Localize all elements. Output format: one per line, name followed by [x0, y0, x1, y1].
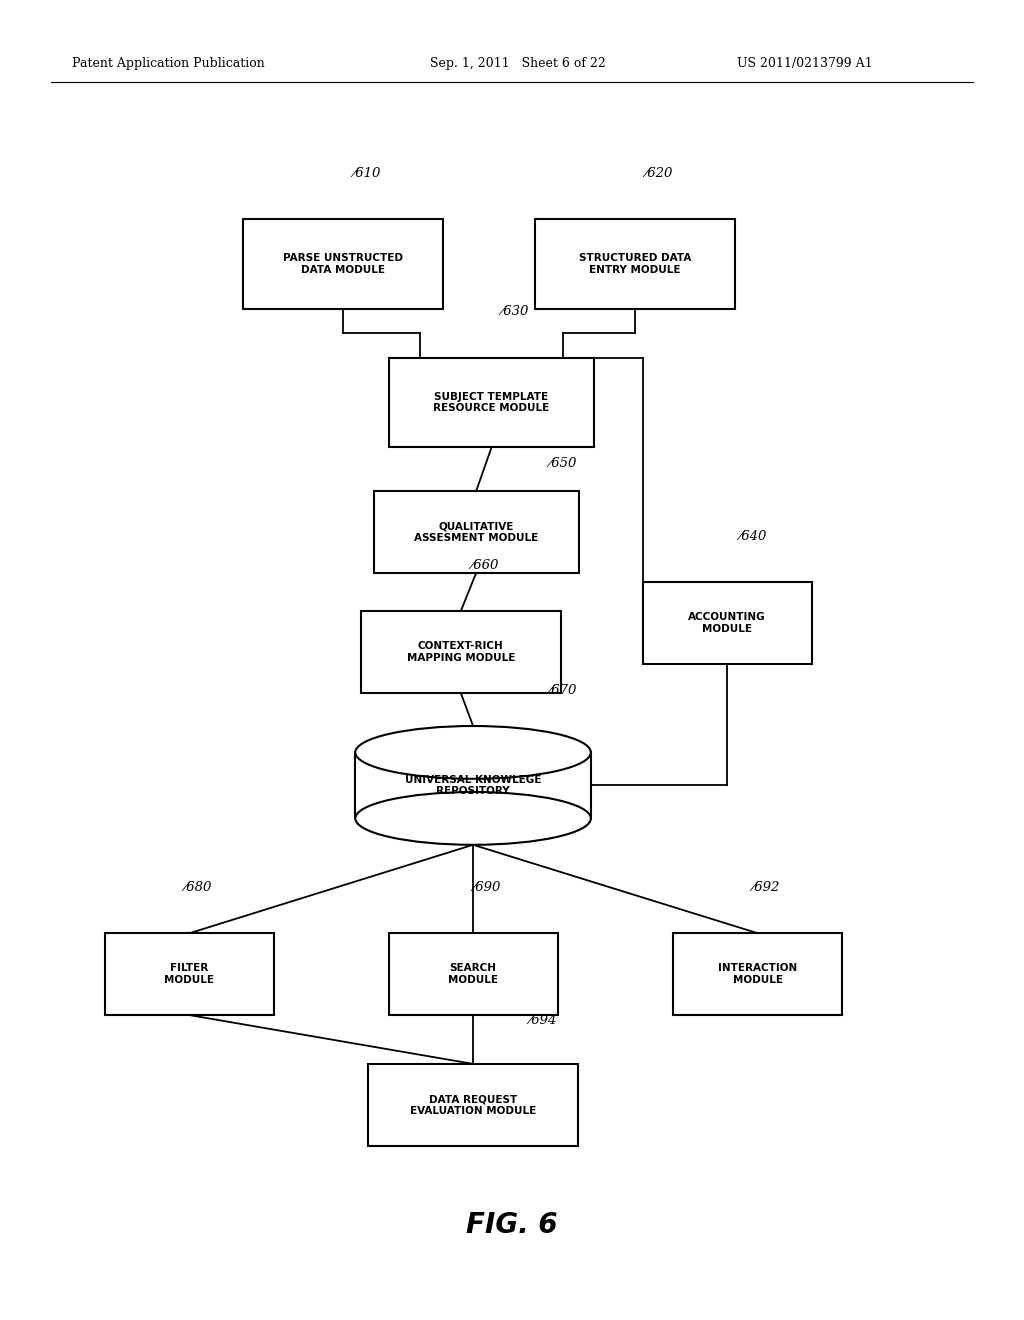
FancyBboxPatch shape [104, 933, 274, 1015]
FancyBboxPatch shape [361, 611, 561, 693]
FancyBboxPatch shape [369, 1064, 578, 1146]
Text: INTERACTION
MODULE: INTERACTION MODULE [718, 964, 798, 985]
Text: US 2011/0213799 A1: US 2011/0213799 A1 [737, 57, 872, 70]
Text: Sep. 1, 2011   Sheet 6 of 22: Sep. 1, 2011 Sheet 6 of 22 [430, 57, 606, 70]
FancyBboxPatch shape [355, 752, 591, 818]
Text: ⁄660: ⁄660 [471, 558, 499, 572]
Text: ⁄690: ⁄690 [473, 880, 501, 894]
Text: ⁄630: ⁄630 [502, 305, 529, 318]
Text: FILTER
MODULE: FILTER MODULE [165, 964, 214, 985]
FancyBboxPatch shape [674, 933, 842, 1015]
Text: ⁄680: ⁄680 [184, 880, 212, 894]
FancyBboxPatch shape [389, 933, 557, 1015]
Text: ⁄610: ⁄610 [353, 166, 381, 180]
FancyBboxPatch shape [244, 219, 442, 309]
Text: PARSE UNSTRUCTED
DATA MODULE: PARSE UNSTRUCTED DATA MODULE [283, 253, 403, 275]
Ellipse shape [355, 792, 591, 845]
FancyBboxPatch shape [643, 582, 811, 664]
FancyBboxPatch shape [374, 491, 579, 573]
Text: CONTEXT-RICH
MAPPING MODULE: CONTEXT-RICH MAPPING MODULE [407, 642, 515, 663]
Text: STRUCTURED DATA
ENTRY MODULE: STRUCTURED DATA ENTRY MODULE [579, 253, 691, 275]
Text: FIG. 6: FIG. 6 [466, 1210, 558, 1239]
Text: ⁄640: ⁄640 [739, 529, 767, 543]
FancyBboxPatch shape [535, 219, 735, 309]
Text: ⁄694: ⁄694 [529, 1014, 557, 1027]
Text: QUALITATIVE
ASSESMENT MODULE: QUALITATIVE ASSESMENT MODULE [414, 521, 539, 543]
Text: SEARCH
MODULE: SEARCH MODULE [449, 964, 498, 985]
Text: UNIVERSAL KNOWLEGE
REPOSITORY: UNIVERSAL KNOWLEGE REPOSITORY [404, 775, 542, 796]
Text: DATA REQUEST
EVALUATION MODULE: DATA REQUEST EVALUATION MODULE [410, 1094, 537, 1115]
Text: ⁄692: ⁄692 [753, 880, 780, 894]
Text: ⁄650: ⁄650 [550, 457, 578, 470]
Ellipse shape [355, 726, 591, 779]
Text: SUBJECT TEMPLATE
RESOURCE MODULE: SUBJECT TEMPLATE RESOURCE MODULE [433, 392, 550, 413]
Text: ACCOUNTING
MODULE: ACCOUNTING MODULE [688, 612, 766, 634]
Text: ⁄670: ⁄670 [550, 684, 578, 697]
Text: ⁄620: ⁄620 [645, 166, 673, 180]
FancyBboxPatch shape [389, 358, 594, 447]
Text: Patent Application Publication: Patent Application Publication [72, 57, 264, 70]
